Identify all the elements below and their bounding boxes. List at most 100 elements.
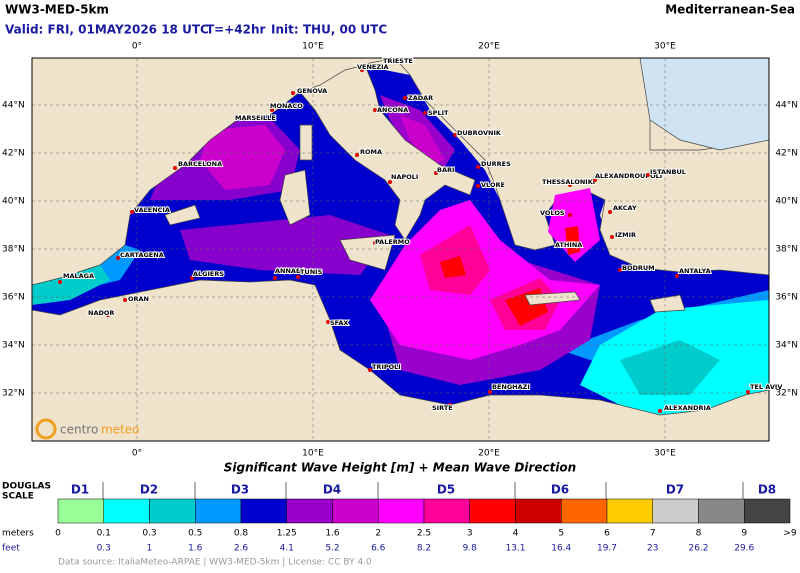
city-dot <box>388 180 392 184</box>
color-box <box>515 498 562 524</box>
color-box <box>652 498 699 524</box>
logo-text: centro <box>60 423 98 437</box>
city-dot <box>355 153 359 157</box>
city-label: MALAGA <box>63 272 94 280</box>
meters-value: 8 <box>696 529 702 539</box>
feet-label: feet <box>2 544 20 554</box>
feet-value: 6.6 <box>371 544 386 554</box>
meters-label: meters <box>2 529 34 539</box>
lat-label: 44°N <box>2 101 25 111</box>
feet-value: 29.6 <box>734 544 754 554</box>
color-box <box>286 498 333 524</box>
feet-value: 8.2 <box>417 544 431 554</box>
forecast-step: T=+42hr <box>206 23 266 37</box>
meters-value: 2.5 <box>417 529 431 539</box>
color-box <box>378 498 425 524</box>
douglas-label: D4 <box>323 483 341 497</box>
douglas-label: D6 <box>551 483 569 497</box>
city-label: DURRES <box>481 160 511 168</box>
sea-zone <box>200 125 285 190</box>
city-dot <box>376 64 380 68</box>
city-label: ALEXANDROUPOLI <box>595 172 662 180</box>
feet-value: 13.1 <box>505 544 525 554</box>
city-dot <box>568 183 572 187</box>
logo-icon <box>35 418 57 440</box>
city-label: ANNABA <box>275 267 306 275</box>
city-dot <box>568 213 572 217</box>
city-dot <box>291 91 295 95</box>
lon-label: 30°E <box>654 42 676 52</box>
sea-zone <box>32 265 110 305</box>
city-label: SIRTE <box>432 404 453 412</box>
color-box <box>606 498 653 524</box>
color-box <box>469 498 516 524</box>
city-dot <box>326 320 330 324</box>
lat-label: 40°N <box>2 197 25 207</box>
city-label: THESSALONIKI <box>542 178 595 186</box>
douglas-label: D7 <box>666 483 684 497</box>
meters-value: >9 <box>783 529 797 539</box>
color-box <box>561 498 608 524</box>
lat-label: 38°N <box>2 245 25 255</box>
feet-value: 16.4 <box>551 544 571 554</box>
feet-value: 1.6 <box>188 544 203 554</box>
color-box <box>103 498 150 524</box>
city-dot <box>646 173 650 177</box>
city-dot <box>296 275 300 279</box>
city-dot <box>610 235 614 239</box>
meters-value: 4 <box>513 529 519 539</box>
color-box <box>149 498 196 524</box>
meters-value: 6 <box>604 529 610 539</box>
lat-label: 42°N <box>2 149 25 159</box>
lon-label: 30°E <box>654 449 676 459</box>
lat-label: 38°N <box>775 245 798 255</box>
city-dot <box>658 409 662 413</box>
city-dot <box>373 241 377 245</box>
lon-label: 0° <box>132 42 142 52</box>
city-label: VALENCIA <box>134 206 170 214</box>
valid-time: Valid: FRI, 01MAY2026 18 UTC <box>5 23 209 37</box>
city-dot <box>58 280 62 284</box>
city-dot <box>373 108 377 112</box>
color-box <box>744 498 791 524</box>
city-label: ORAN <box>128 295 149 303</box>
city-label: SPLIT <box>428 109 449 117</box>
city-dot <box>453 133 457 137</box>
city-label: BODRUM <box>622 264 655 272</box>
douglas-label: D2 <box>140 483 158 497</box>
city-dot <box>618 268 622 272</box>
caption: Significant Wave Height [m] + Mean Wave … <box>224 461 576 475</box>
city-label: ANCONA <box>377 106 408 114</box>
city-dot <box>190 276 194 280</box>
meters-value: 0.8 <box>234 529 249 539</box>
city-label: TUNIS <box>300 268 323 276</box>
city-label: NADOR <box>88 309 114 317</box>
city-label: NAPOLI <box>391 173 418 181</box>
city-dot <box>434 171 438 175</box>
sea-zone <box>565 226 580 255</box>
city-label: IZMIR <box>615 231 636 239</box>
city-label: ALEXANDRIA <box>664 404 711 412</box>
city-label: VLORE <box>481 181 505 189</box>
lat-label: 32°N <box>2 389 25 399</box>
lat-label: 42°N <box>775 149 798 159</box>
city-dot <box>568 243 572 247</box>
city-label: GENOVA <box>297 87 327 95</box>
lon-label: 0° <box>132 449 142 459</box>
graticule <box>32 58 769 441</box>
city-label: CARTAGENA <box>120 251 164 259</box>
city-dot <box>368 368 372 372</box>
land <box>299 64 476 241</box>
init-time: Init: THU, 00 UTC <box>271 23 387 37</box>
land <box>524 291 581 306</box>
land <box>299 124 313 161</box>
lat-label: 44°N <box>775 101 798 111</box>
black-sea <box>639 58 769 151</box>
lat-label: 40°N <box>775 197 798 207</box>
meters-value: 0.5 <box>188 529 202 539</box>
meters-value: 9 <box>741 529 747 539</box>
feet-value: 19.7 <box>597 544 617 554</box>
meters-value: 7 <box>650 529 656 539</box>
city-label: AKCAY <box>613 204 637 212</box>
